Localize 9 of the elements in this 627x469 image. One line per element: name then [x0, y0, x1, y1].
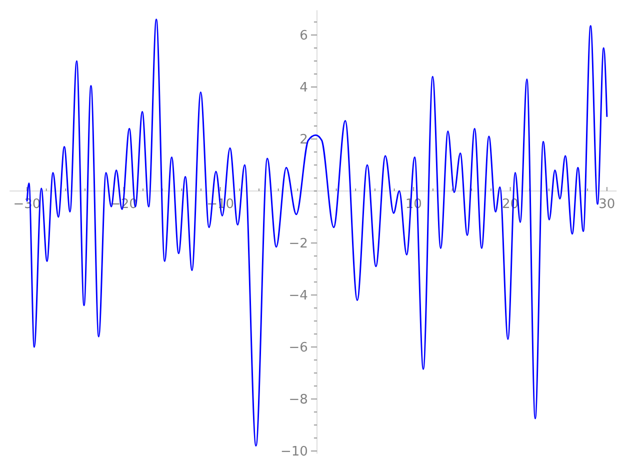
y-tick-label: −10 — [280, 444, 308, 460]
y-tick-label: −8 — [288, 392, 308, 408]
y-tick-label: 6 — [300, 28, 308, 44]
y-tick-label: 2 — [300, 132, 308, 148]
y-tick-label: 4 — [300, 80, 308, 96]
x-tick-label: 30 — [598, 197, 616, 212]
y-tick-label: −6 — [288, 340, 308, 356]
y-tick-label: −2 — [288, 236, 308, 252]
y-tick-label: −4 — [288, 288, 308, 304]
